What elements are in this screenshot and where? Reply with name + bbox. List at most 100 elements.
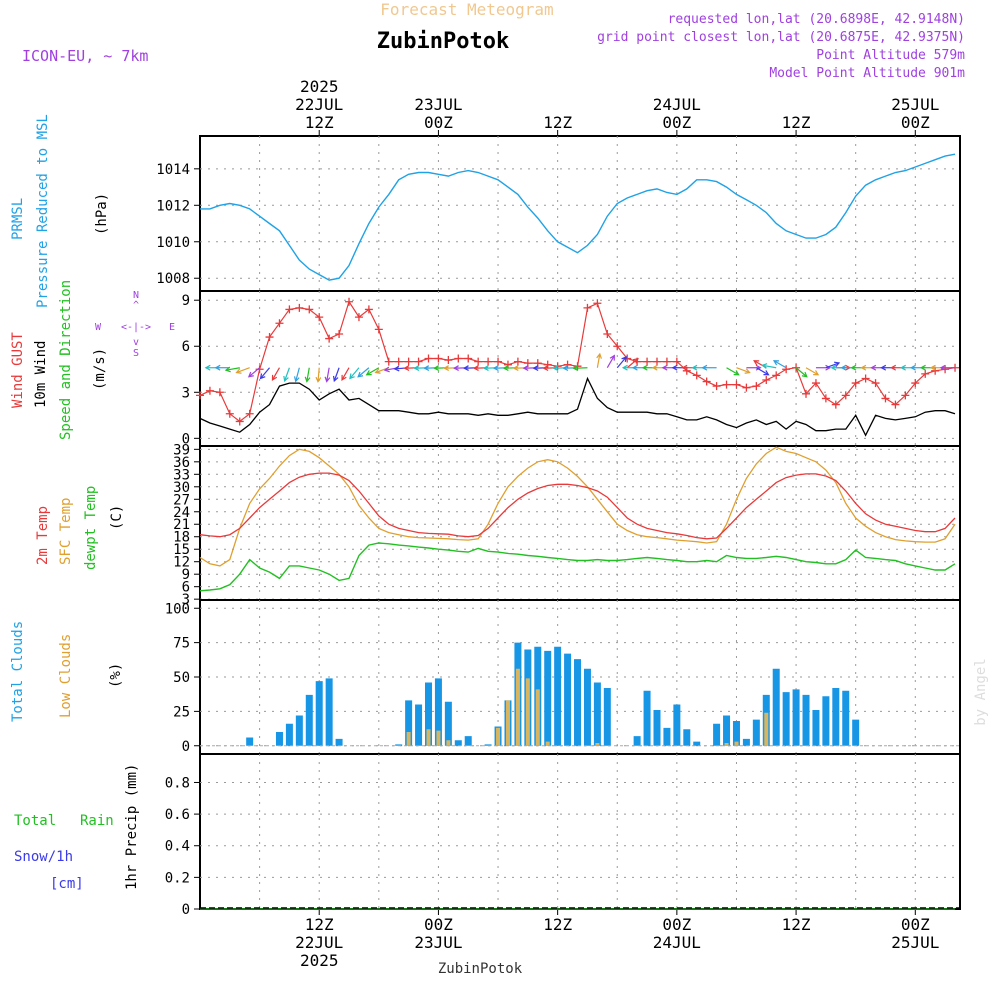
y-tick-label: 0.8 [165,775,190,791]
time-label: 22JUL [295,95,343,114]
gust-marker [822,394,830,402]
wind-arrow [316,368,321,382]
total-cloud-bar [455,740,462,746]
total-cloud-bar [246,738,253,746]
wind-arrow [295,368,300,382]
total-clouds-label: Total Clouds [10,621,26,722]
wind-arrow [237,368,250,374]
total-cloud-bar [594,683,601,746]
total-cloud-bar [673,705,680,746]
y-tick-label: 1010 [156,235,190,251]
gust-marker [484,358,492,366]
total-cloud-bar [753,720,760,746]
panel-precipitation: 00.20.40.60.8 [165,754,960,918]
time-label: 00Z [662,915,691,934]
total-cloud-bar [653,710,660,746]
gust-marker [772,371,780,379]
gust-marker [375,325,383,333]
wind-arrow [325,368,330,382]
gust-marker [275,319,283,327]
time-label: 00Z [901,113,930,132]
wind-label: 10m Wind [33,341,49,408]
total-cloud-bar [306,695,313,746]
gust-marker [256,365,264,373]
low-cloud-bar [526,678,530,745]
total-cloud-bar [783,692,790,746]
snow-unit: [cm] [50,876,84,892]
time-label: 12Z [543,915,572,934]
total-cloud-bar [803,695,810,746]
total-cloud-bar [564,654,571,746]
wind-dir-label: Speed and Direction [58,280,74,440]
sfc-label: SFC Temp [58,498,74,565]
time-label: 23JUL [414,95,462,114]
dewpt-line [200,543,955,591]
cloud-labels: Total Clouds Low Clouds (%) [10,621,124,722]
gust-marker [742,384,750,392]
gust-marker [494,358,502,366]
total-cloud-bar [296,716,303,746]
pressure-line [200,154,955,280]
model-label: ICON-EU, ~ 7km [22,47,148,65]
wind-arrow [358,368,369,377]
wind-arrow [305,368,310,382]
total-cloud-bar [634,736,641,746]
compass-up: ^ [133,300,139,311]
wind-speed-line [200,379,955,436]
gust-marker [295,304,303,312]
gust-marker [335,330,343,338]
total-cloud-bar [683,729,690,746]
compass-down: v [133,337,139,348]
gust-marker [415,358,423,366]
y-tick-label: 1008 [156,271,190,287]
compass-east: E [169,322,175,333]
time-label: 12Z [305,113,334,132]
compass-west: W [95,322,102,333]
precip-unit: 1hr Precip (mm) [124,764,140,890]
panels: 1008101010121014036936912151821242730333… [156,136,960,918]
total-cloud-bar [465,736,472,746]
sfc-temp-line [200,447,955,566]
time-label: 25JUL [891,95,939,114]
total-cloud-bar [812,710,819,746]
wind-arrow [607,356,614,368]
y-tick-label: 1012 [156,198,190,214]
total-cloud-bar [326,678,333,745]
total-cloud-bar [723,716,730,746]
pressure-label-b: Pressure Reduced to MSL [35,114,51,308]
time-label-group: 12Z [782,909,811,934]
y-tick-label: 75 [173,636,190,652]
gust-marker [345,298,353,306]
wind-arrow [727,368,739,375]
snow-label: Snow/1h [14,849,73,865]
gust-marker [405,358,413,366]
grid-point: grid point closest lon,lat (20.6875E, 42… [597,30,965,45]
point-altitude: Point Altitude 579m [816,48,965,63]
gust-marker [653,358,661,366]
total-cloud-bar [743,739,750,746]
wind-arrow [736,368,749,374]
time-label-group: 12Z [543,909,572,934]
total-cloud-bar [316,681,323,746]
gust-marker [713,382,721,390]
time-label: 25JUL [891,933,939,952]
low-cloud-bar [496,728,500,746]
gust-marker [266,333,274,341]
gust-marker [732,381,740,389]
gust-marker [454,355,462,363]
total-cloud-bar [336,739,343,746]
y-tick-label: 100 [165,601,190,617]
low-cloud-bar [546,742,550,746]
y-tick-label: 0.6 [165,807,190,823]
